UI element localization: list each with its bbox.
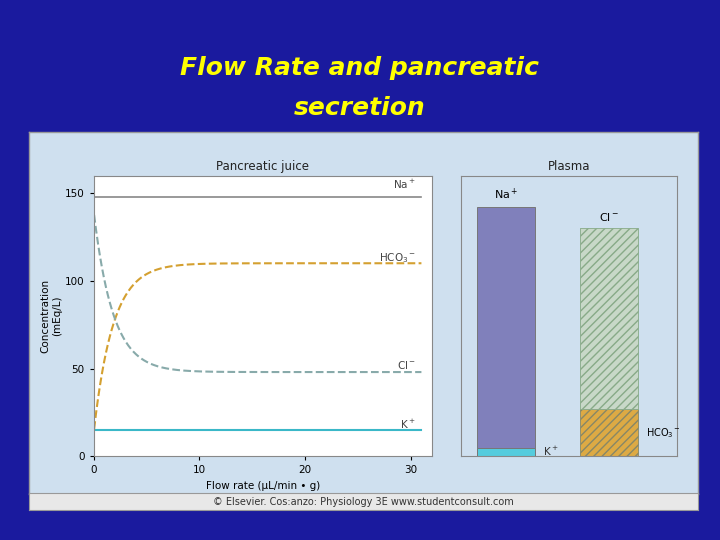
- Title: Pancreatic juice: Pancreatic juice: [216, 160, 310, 173]
- Text: K$^+$: K$^+$: [543, 446, 559, 458]
- Text: © Elsevier. Cos:anzo: Physiology 3E www.studentconsult.com: © Elsevier. Cos:anzo: Physiology 3E www.…: [213, 497, 514, 507]
- X-axis label: Flow rate (μL/min • g): Flow rate (μL/min • g): [206, 481, 320, 491]
- Text: HCO$_3$$^-$: HCO$_3$$^-$: [379, 251, 416, 265]
- Bar: [477, 207, 535, 456]
- Text: Flow Rate and pancreatic: Flow Rate and pancreatic: [181, 56, 539, 79]
- Text: HCO$_3$$^-$: HCO$_3$$^-$: [646, 426, 681, 440]
- Text: Na$^+$: Na$^+$: [494, 186, 518, 202]
- Bar: [580, 228, 638, 409]
- Text: K$^+$: K$^+$: [400, 418, 416, 431]
- Text: Cl$^-$: Cl$^-$: [397, 359, 416, 371]
- Title: Plasma: Plasma: [547, 160, 590, 173]
- Text: Na$^+$: Na$^+$: [393, 178, 416, 191]
- Y-axis label: Concentration
(mEq/L): Concentration (mEq/L): [40, 279, 62, 353]
- Bar: [580, 409, 638, 456]
- Text: Cl$^-$: Cl$^-$: [599, 211, 619, 223]
- Bar: [477, 448, 535, 456]
- Text: secretion: secretion: [294, 96, 426, 120]
